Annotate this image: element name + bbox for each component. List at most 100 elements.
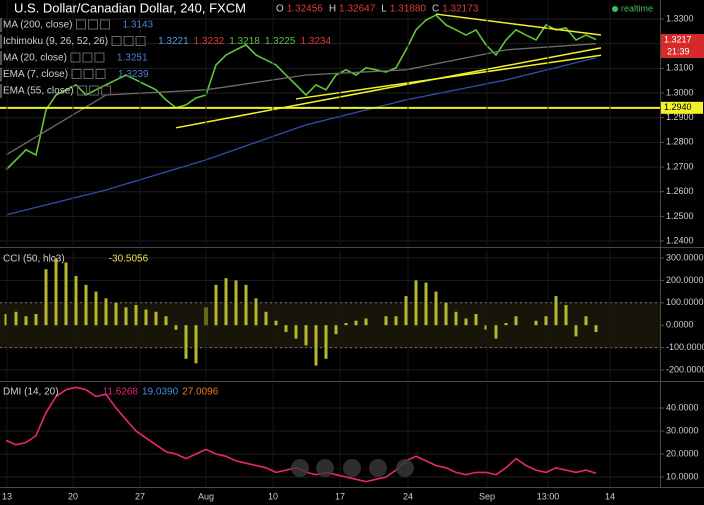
- bar: [294, 325, 298, 339]
- ohlc-label: O: [276, 4, 284, 15]
- study-icon: [83, 69, 94, 79]
- ohlc-label: C: [432, 4, 439, 15]
- y-tick-label: 0.0000: [666, 320, 694, 330]
- x-tick-label: 10: [268, 491, 278, 501]
- study-name: EMA (55, close): [3, 86, 74, 97]
- bar: [534, 320, 538, 326]
- last-price-box: [661, 34, 704, 58]
- bar: [174, 325, 178, 330]
- y-tick-label: 1.3100: [666, 63, 694, 73]
- y-tick-label: 1.2700: [666, 161, 694, 171]
- study-icon: [101, 85, 112, 96]
- bar: [154, 311, 158, 326]
- bar: [284, 325, 288, 332]
- study-icon: [82, 52, 93, 63]
- study-icon: [70, 52, 81, 63]
- x-tick-label: 27: [135, 491, 145, 501]
- bar: [544, 316, 548, 326]
- x-tick-label: 17: [335, 491, 345, 501]
- ohlc-value: 1.32647: [339, 4, 376, 15]
- study-icon: [111, 36, 122, 46]
- bar: [54, 257, 58, 326]
- zoom-plus-button[interactable]: [369, 459, 387, 477]
- y-tick-label: 300.0000: [666, 252, 704, 262]
- y-tick-label: 1.3000: [666, 87, 694, 97]
- ohlc-label: L: [381, 4, 387, 15]
- study-value: 1.3239: [118, 69, 149, 80]
- price-label: 1.2940: [664, 102, 692, 112]
- bar: [344, 322, 348, 326]
- bar: [394, 316, 398, 326]
- bar: [4, 314, 8, 326]
- y-tick-label: 20.0000: [666, 448, 699, 458]
- bar: [164, 316, 168, 326]
- scroll-button[interactable]: [396, 459, 414, 477]
- bar: [434, 291, 438, 326]
- trendline: [435, 13, 602, 36]
- bar: [264, 311, 268, 326]
- x-tick-label: Sep: [479, 491, 495, 501]
- ohlc-value: 1.32173: [442, 4, 479, 15]
- bar: [274, 320, 278, 326]
- study-value: 1.3143: [122, 20, 153, 31]
- bar: [444, 302, 448, 326]
- bar: [594, 325, 598, 333]
- study-value: 1.3225: [265, 36, 296, 47]
- bar: [554, 296, 558, 326]
- bar: [564, 305, 568, 326]
- bar: [254, 298, 258, 326]
- legend-bg: [0, 67, 2, 82]
- y-tick-label: 30.0000: [666, 425, 699, 435]
- bar: [114, 302, 118, 326]
- bar: [464, 318, 468, 326]
- study-value: 1.3232: [194, 36, 225, 47]
- y-tick-label: 1.2400: [666, 235, 694, 245]
- bar: [414, 280, 418, 326]
- bar: [144, 309, 148, 326]
- series-line: [5, 57, 597, 216]
- bar: [484, 325, 488, 330]
- bar: [504, 322, 508, 326]
- frame: [0, 0, 704, 488]
- y-tick-label: 1.2500: [666, 211, 694, 221]
- y-tick-label: -100.0000: [666, 342, 704, 352]
- reset-button[interactable]: [343, 459, 361, 477]
- study-value: 11.6268: [103, 387, 139, 398]
- zoom-minus-button[interactable]: [316, 459, 334, 477]
- x-tick-label: 13:00: [537, 491, 560, 501]
- trendline: [295, 54, 602, 100]
- study-icon: [77, 85, 88, 96]
- y-tick-label: 1.2800: [666, 137, 694, 147]
- bar: [84, 284, 88, 326]
- bar: [74, 275, 78, 326]
- legend: CCI (50, hlc3) -30.5056 DMI (14, 20) 11.626…: [0, 0, 704, 398]
- bar: [134, 305, 138, 326]
- bar: [44, 269, 48, 326]
- status: realtime: [621, 3, 653, 13]
- study-value: 1.3251: [117, 53, 148, 64]
- bar: [34, 314, 38, 326]
- bar: [24, 316, 28, 326]
- bar: [14, 311, 18, 326]
- last-price: 1.3217: [664, 34, 692, 44]
- symbol-title: U.S. Dollar/Canadian Dollar, 240, FXCM: [14, 0, 246, 15]
- study-value: 19.0390: [142, 387, 179, 398]
- bar: [124, 307, 128, 326]
- study-icon: [89, 85, 100, 96]
- legend-bg: [0, 18, 2, 32]
- status-dot: [612, 6, 618, 12]
- zoom-out-button[interactable]: [291, 459, 309, 477]
- bar: [314, 325, 318, 366]
- zoom-controls[interactable]: [291, 459, 414, 477]
- study-name: MA (200, close): [3, 20, 72, 31]
- y-tick-label: 10.0000: [666, 471, 699, 481]
- bar: [364, 318, 368, 326]
- x-tick-label: Aug: [198, 491, 214, 501]
- study-value: 27.0096: [182, 387, 219, 398]
- bar: [94, 291, 98, 326]
- study-icon: [123, 36, 134, 46]
- bar: [424, 282, 428, 326]
- legend-bg: [0, 34, 2, 49]
